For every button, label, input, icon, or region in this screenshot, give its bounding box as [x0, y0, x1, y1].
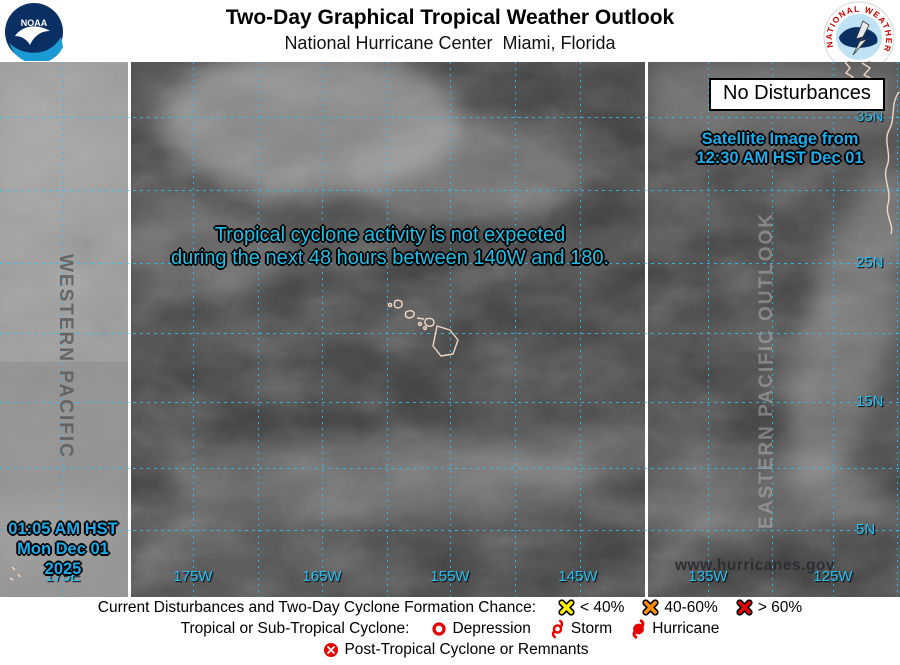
outlook-message: Tropical cyclone activity is not expecte… — [140, 224, 640, 270]
noaa-logo-icon: NOAA — [5, 3, 63, 66]
outlook-message-line2: during the next 48 hours between 140W an… — [170, 247, 610, 269]
issue-timestamp-line1: 01:05 AM HST — [8, 520, 118, 538]
legend-row-cyclone: Tropical or Sub-Tropical Cyclone: Depres… — [0, 618, 900, 639]
header: NOAA Two-Day Graphical Tropical Weather … — [0, 0, 900, 73]
depression-item: Depression — [431, 619, 531, 638]
satellite-caption-line2: 12:30 AM HST Dec 01 — [696, 149, 864, 167]
legend-row-chance: Current Disturbances and Two-Day Cyclone… — [0, 597, 900, 618]
no-disturbances-box: No Disturbances — [709, 78, 885, 111]
legend: Current Disturbances and Two-Day Cyclone… — [0, 597, 900, 665]
eastern-pacific-outlook-label: EASTERN PACIFIC OUTLOOK — [756, 212, 777, 529]
depression-label: Depression — [452, 619, 531, 637]
storm-label: Storm — [570, 619, 613, 637]
western-pacific-label: WESTERN PACIFIC — [55, 254, 76, 459]
hurricane-label: Hurricane — [652, 619, 720, 637]
noaa-logo-text: NOAA — [21, 18, 48, 28]
x-low-icon — [558, 599, 575, 616]
chance-low-item: < 40% — [558, 599, 624, 617]
legend-row-post-tropical: Post-Tropical Cyclone or Remnants — [0, 639, 900, 660]
satellite-caption-line1: Satellite Image from — [701, 130, 859, 148]
central-pacific-panel[interactable] — [131, 62, 645, 597]
chance-high-label: > 60% — [757, 598, 803, 616]
issue-timestamp: 01:05 AM HST Mon Dec 01 2025 — [0, 519, 126, 579]
depression-icon — [432, 621, 447, 636]
hurricane-icon — [632, 618, 645, 639]
storm-item: Storm — [549, 619, 612, 639]
post-tropical-icon — [324, 642, 339, 657]
eastern-pacific-panel[interactable] — [648, 62, 900, 597]
post-tropical-label: Post-Tropical Cyclone or Remnants — [344, 640, 589, 658]
issue-timestamp-line2: Mon Dec 01 2025 — [17, 540, 109, 578]
page-title: Two-Day Graphical Tropical Weather Outlo… — [225, 6, 675, 29]
chance-med-item: 40-60% — [642, 598, 718, 617]
x-med-icon — [642, 599, 660, 616]
page-subtitle: National Hurricane Center Miami, Florida — [284, 33, 616, 53]
cyclone-label: Tropical or Sub-Tropical Cyclone: — [180, 619, 410, 637]
nws-logo-icon: NATIONAL WEATHER SERVICE — [819, 0, 895, 78]
chance-label: Current Disturbances and Two-Day Cyclone… — [97, 598, 536, 616]
storm-icon — [551, 619, 563, 638]
chance-high-item: > 60% — [736, 599, 802, 617]
satellite-map[interactable]: 35N 25N 15N 5N 175E 175W 165W 155W 145W 135W 125W … — [0, 62, 900, 597]
outlook-message-line1: Tropical cyclone activity is not expecte… — [214, 224, 566, 246]
chance-low-label: < 40% — [580, 598, 625, 616]
satellite-caption: Satellite Image from 12:30 AM HST Dec 01 — [662, 130, 898, 168]
hurricane-item: Hurricane — [630, 618, 720, 639]
website-text: www.hurricanes.gov — [674, 557, 836, 574]
post-tropical-item: Post-Tropical Cyclone or Remnants — [323, 640, 589, 659]
western-pacific-panel[interactable] — [0, 62, 128, 597]
chance-med-label: 40-60% — [664, 598, 718, 616]
x-high-icon — [736, 599, 753, 616]
